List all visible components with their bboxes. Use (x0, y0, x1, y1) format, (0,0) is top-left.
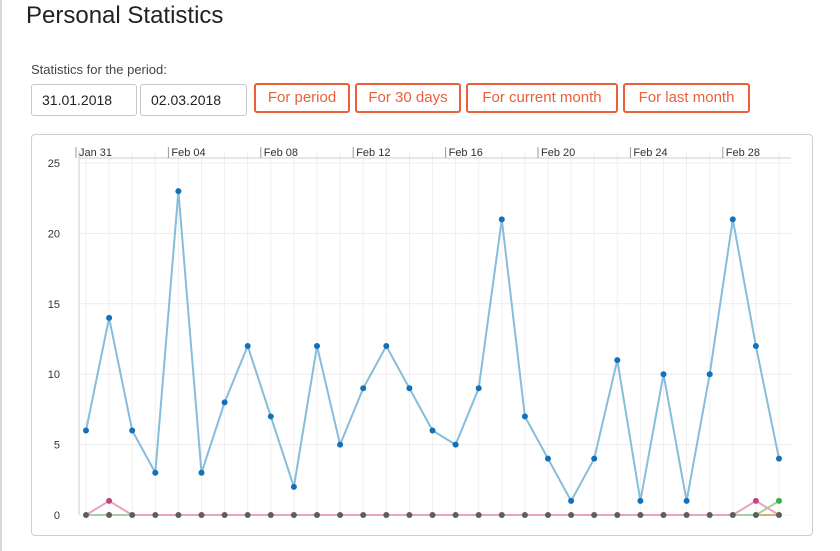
series-3-point (83, 512, 89, 518)
series-0-point (429, 427, 436, 434)
y-tick-label: 15 (48, 299, 60, 311)
series-3-point (244, 512, 251, 518)
series-3-point (521, 512, 528, 518)
series-0-point (452, 441, 459, 448)
y-tick-label: 5 (54, 440, 60, 452)
series-1-point (752, 497, 759, 504)
for-period-button[interactable]: For period (254, 83, 350, 113)
series-0-point (267, 413, 274, 420)
series-0-point (221, 399, 228, 406)
date-from-input[interactable] (31, 84, 137, 116)
series-0-point (660, 371, 667, 378)
series-3-point (637, 512, 644, 518)
series-3-point (337, 512, 344, 518)
series-0-point (614, 357, 621, 364)
series-0-point (545, 455, 551, 462)
series-0-point (83, 427, 89, 434)
for-last-month-button[interactable]: For last month (623, 83, 750, 113)
x-tick-label: Feb 16 (449, 147, 483, 159)
series-3-point (383, 512, 390, 518)
series-0-point (521, 413, 528, 420)
series-0-point (498, 216, 505, 223)
x-tick-label: Jan 31 (79, 147, 112, 159)
series-3-point (475, 512, 482, 518)
series-0-point (475, 385, 482, 392)
series-0-point (129, 427, 136, 434)
series-3-point (429, 512, 436, 518)
y-tick-label: 25 (48, 158, 60, 170)
series-3-point (152, 512, 159, 518)
series-0-point (683, 497, 690, 504)
series-0-point (337, 441, 344, 448)
period-label: Statistics for the period: (31, 62, 167, 77)
series-0-point (752, 343, 759, 350)
series-3-point (221, 512, 228, 518)
series-3-point (614, 512, 621, 518)
series-3-point (545, 512, 551, 518)
x-tick-label: Feb 24 (633, 147, 667, 159)
x-tick-label: Feb 20 (541, 147, 575, 159)
series-0-point (591, 455, 598, 462)
series-0-point (406, 385, 413, 392)
series-3-point (406, 512, 413, 518)
series-0-point (637, 497, 644, 504)
series-0-point (360, 385, 367, 392)
series-0-point (290, 483, 297, 490)
series-0-point (198, 469, 205, 476)
series-3-point (129, 512, 136, 518)
series-3-point (175, 512, 182, 518)
series-0-point (776, 455, 782, 462)
series-3-point (568, 512, 575, 518)
series-0-point (383, 343, 390, 350)
series-3-point (591, 512, 598, 518)
series-0-point (568, 497, 575, 504)
series-3-point (290, 512, 297, 518)
y-tick-label: 10 (48, 369, 60, 381)
series-3-point (776, 512, 782, 518)
series-1-point (106, 497, 113, 504)
left-border (0, 0, 2, 551)
x-tick-label: Feb 08 (264, 147, 298, 159)
series-0-point (152, 469, 159, 476)
date-to-input[interactable] (140, 84, 247, 116)
series-0-point (106, 314, 113, 321)
series-3-point (752, 512, 759, 518)
series-3-point (267, 512, 274, 518)
series-0-point (729, 216, 736, 223)
series-3-point (314, 512, 320, 518)
chart-panel: 0 5 10 15 20 25 Jan 31 Feb 04 Feb 08 Feb 12 Feb 16… (31, 134, 813, 536)
series-3-point (452, 512, 459, 518)
page-title: Personal Statistics (26, 2, 224, 29)
y-tick-label: 0 (54, 510, 60, 522)
series-0-point (244, 343, 251, 350)
x-tick-label: Feb 12 (356, 147, 390, 159)
series-3-point (498, 512, 505, 518)
series-2-point (776, 497, 782, 504)
y-tick-label: 20 (48, 228, 60, 240)
series-0-point (706, 371, 713, 378)
series-3-point (660, 512, 667, 518)
series-3-point (360, 512, 367, 518)
x-tick-label: Feb 28 (726, 147, 760, 159)
series-3-point (106, 512, 113, 518)
for-current-month-button[interactable]: For current month (466, 83, 618, 113)
series-0-point (175, 188, 182, 195)
x-tick-label: Feb 04 (171, 147, 205, 159)
series-3-point (198, 512, 205, 518)
statistics-chart: 0 5 10 15 20 25 Jan 31 Feb 04 Feb 08 Feb 12 Feb 16… (48, 147, 791, 522)
series-3-point (683, 512, 690, 518)
series-0-point (314, 343, 320, 350)
for-30-days-button[interactable]: For 30 days (355, 83, 461, 113)
series-3-point (706, 512, 713, 518)
series-3-point (729, 512, 736, 518)
